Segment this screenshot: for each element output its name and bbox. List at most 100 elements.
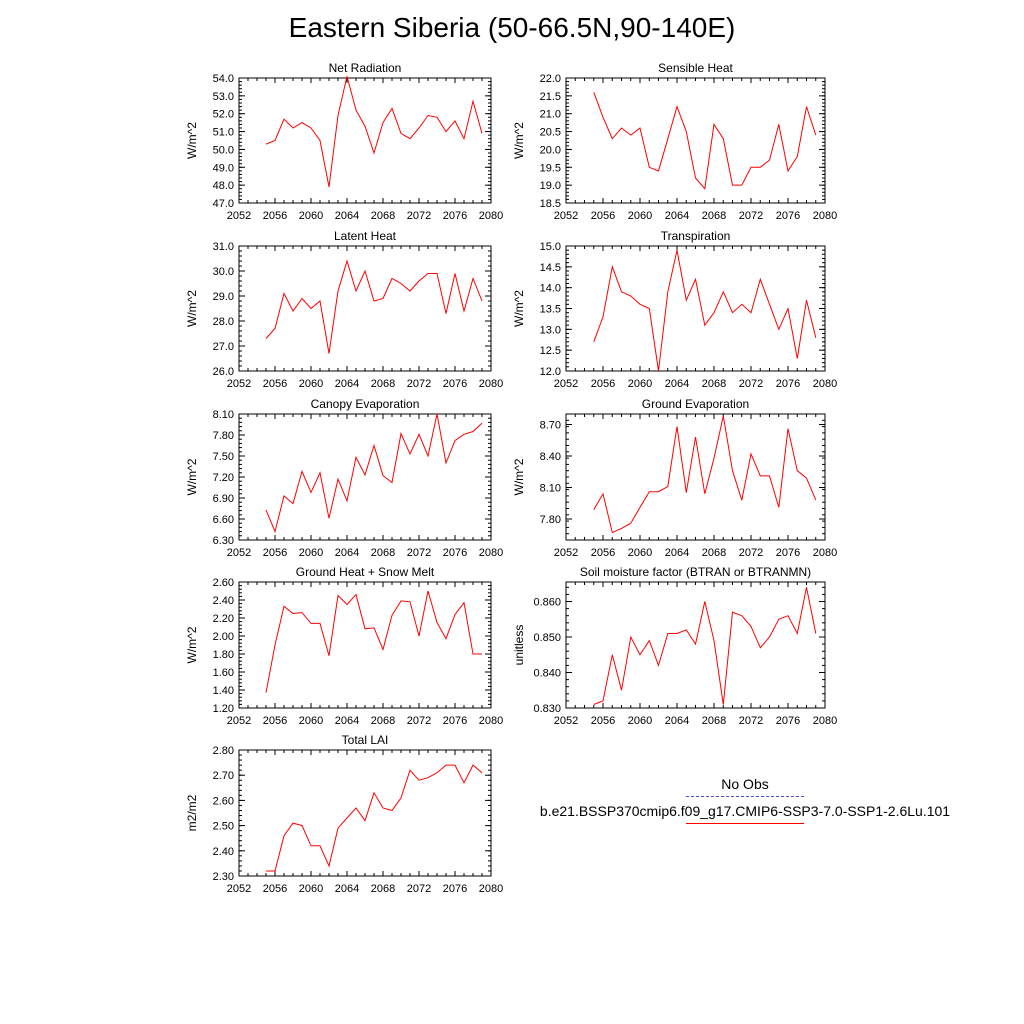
y-tick-label: 21.0	[540, 109, 561, 121]
x-tick-label: 2068	[371, 547, 395, 559]
x-tick-label: 2072	[739, 210, 763, 222]
x-tick-label: 2064	[335, 210, 359, 222]
y-tick-label: 12.5	[540, 345, 561, 357]
y-axis-label: W/m^2	[512, 122, 526, 159]
panel-title: Soil moisture factor (BTRAN or BTRANMN)	[580, 565, 811, 579]
legend-run-swatch	[686, 823, 804, 824]
legend-entry-run: b.e21.BSSP370cmip6.f09_g17.CMIP6-SSP3-7.…	[500, 803, 990, 824]
plot-frame	[238, 581, 492, 709]
x-tick-label: 2060	[299, 378, 323, 390]
x-tick-label: 2080	[479, 883, 503, 895]
y-tick-label: 0.850	[533, 632, 561, 644]
x-tick-label: 2080	[813, 715, 837, 727]
x-tick-label: 2064	[335, 547, 359, 559]
y-tick-label: 7.20	[213, 472, 234, 484]
y-tick-label: 2.00	[213, 631, 234, 643]
x-tick-label: 2056	[263, 883, 287, 895]
y-tick-label: 14.5	[540, 262, 561, 274]
x-tick-label: 2056	[591, 715, 615, 727]
y-tick-label: 22.0	[540, 73, 561, 85]
y-tick-label: 20.0	[540, 144, 561, 156]
x-tick-label: 2072	[407, 883, 431, 895]
x-tick-label: 2080	[479, 715, 503, 727]
y-tick-label: 14.0	[540, 283, 561, 295]
y-tick-label: 47.0	[213, 198, 234, 210]
y-tick-label: 53.0	[213, 91, 234, 103]
chart-panel: Total LAI m2/m2 2052 2056 2060 2064 2068 2072 20…	[185, 733, 503, 895]
y-tick-label: 2.60	[213, 795, 234, 807]
x-tick-label: 2056	[263, 547, 287, 559]
chart-panel: Soil moisture factor (BTRAN or BTRANMN) u…	[512, 565, 837, 727]
y-tick-label: 2.80	[213, 745, 234, 757]
y-tick-label: 18.5	[540, 198, 561, 210]
series-line	[593, 587, 817, 705]
legend-entry-obs: No Obs	[500, 776, 990, 797]
x-tick-label: 2060	[628, 715, 652, 727]
y-tick-label: 0.830	[533, 703, 561, 715]
series-line	[593, 250, 817, 372]
y-tick-label: 13.0	[540, 324, 561, 336]
chart-panel: Ground Heat + Snow Melt W/m^2 2052 2056 2060…	[185, 565, 503, 727]
y-tick-label: 26.0	[213, 366, 234, 378]
x-tick-label: 2052	[227, 378, 251, 390]
x-tick-label: 2072	[739, 378, 763, 390]
x-tick-label: 2072	[407, 547, 431, 559]
x-tick-label: 2068	[702, 378, 726, 390]
x-tick-label: 2076	[443, 883, 467, 895]
y-tick-label: 8.10	[540, 483, 561, 495]
x-tick-label: 2076	[443, 378, 467, 390]
y-tick-label: 6.90	[213, 493, 234, 505]
panel-title: Total LAI	[342, 733, 389, 747]
x-tick-label: 2052	[554, 210, 578, 222]
y-tick-label: 8.10	[213, 409, 234, 421]
chart-panel: Ground Evaporation W/m^2 2052 2056 2060 2064 2…	[512, 397, 837, 559]
x-tick-label: 2052	[554, 715, 578, 727]
x-tick-label: 2068	[371, 715, 395, 727]
x-tick-label: 2072	[407, 210, 431, 222]
x-tick-label: 2080	[479, 210, 503, 222]
y-tick-label: 29.0	[213, 291, 234, 303]
x-tick-label: 2076	[443, 715, 467, 727]
panel-title: Transpiration	[661, 229, 731, 243]
x-tick-label: 2080	[479, 547, 503, 559]
figure-title: Eastern Siberia (50-66.5N,90-140E)	[288, 12, 736, 43]
panel-title: Ground Heat + Snow Melt	[296, 565, 435, 579]
x-tick-label: 2056	[591, 210, 615, 222]
panel-title: Latent Heat	[334, 229, 397, 243]
x-tick-label: 2072	[407, 715, 431, 727]
x-tick-label: 2064	[665, 378, 689, 390]
y-axis-label: W/m^2	[185, 626, 199, 663]
x-tick-label: 2068	[371, 378, 395, 390]
y-tick-label: 2.70	[213, 770, 234, 782]
x-tick-label: 2060	[299, 883, 323, 895]
x-tick-label: 2076	[443, 210, 467, 222]
y-tick-label: 21.5	[540, 91, 561, 103]
x-tick-label: 2076	[443, 547, 467, 559]
series-line	[266, 764, 483, 872]
series-line	[265, 76, 483, 187]
panel-title: Ground Evaporation	[642, 397, 749, 411]
x-tick-label: 2064	[335, 378, 359, 390]
x-tick-label: 2068	[371, 883, 395, 895]
x-tick-label: 2064	[665, 547, 689, 559]
y-tick-label: 7.50	[213, 451, 234, 463]
x-tick-label: 2056	[263, 378, 287, 390]
x-tick-label: 2060	[299, 715, 323, 727]
x-tick-label: 2072	[407, 378, 431, 390]
x-tick-label: 2056	[263, 715, 287, 727]
y-tick-label: 50.0	[213, 144, 234, 156]
y-tick-label: 1.80	[213, 649, 234, 661]
y-tick-label: 0.840	[533, 668, 561, 680]
x-tick-label: 2064	[335, 715, 359, 727]
panel-title: Net Radiation	[329, 61, 402, 75]
chart-panel: Transpiration W/m^2 2052 2056 2060 2064 2068 20…	[512, 229, 837, 390]
x-tick-label: 2068	[702, 547, 726, 559]
y-tick-label: 48.0	[213, 180, 234, 192]
x-tick-label: 2064	[335, 883, 359, 895]
plot-frame	[238, 245, 492, 372]
x-tick-label: 2068	[702, 210, 726, 222]
y-tick-label: 31.0	[213, 241, 234, 253]
x-tick-label: 2052	[227, 547, 251, 559]
y-tick-label: 54.0	[213, 73, 234, 85]
